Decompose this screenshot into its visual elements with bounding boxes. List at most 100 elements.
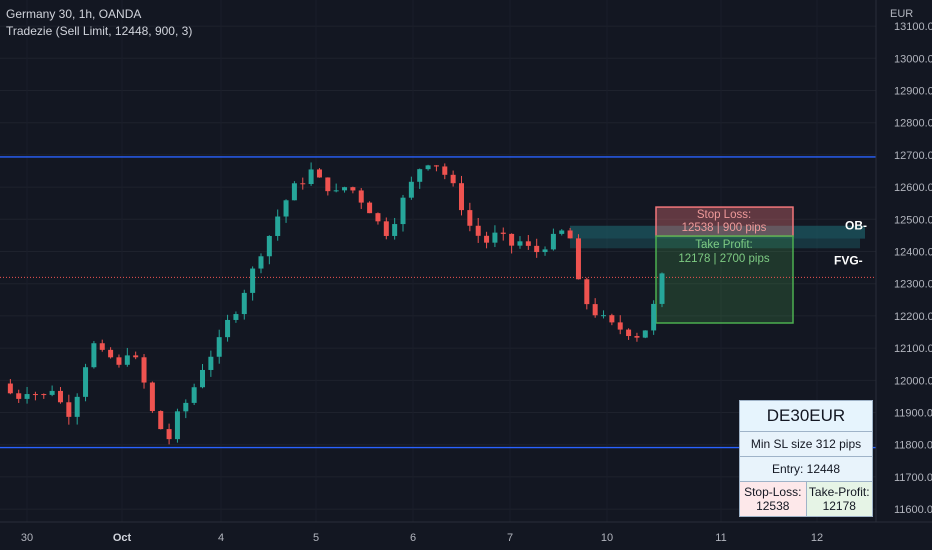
candle-body	[525, 241, 531, 246]
candle	[141, 354, 147, 389]
candle-body	[383, 221, 389, 236]
candle	[375, 212, 381, 225]
price-tick-label: 11900.0	[894, 408, 932, 420]
candle-body	[325, 177, 331, 192]
candle	[408, 176, 414, 200]
candle-body	[24, 394, 30, 399]
candle-body	[517, 241, 523, 246]
stop-loss-box	[655, 206, 794, 237]
price-tick-label: 12400.0	[894, 247, 932, 259]
candle	[57, 387, 63, 404]
fvg-zone	[570, 238, 860, 249]
candle-body	[500, 232, 506, 234]
candle-body	[542, 249, 548, 253]
candle	[24, 386, 30, 404]
price-tick-label: 12000.0	[894, 375, 932, 387]
sl-title: Stop Loss:	[697, 209, 751, 221]
candle-body	[609, 315, 615, 323]
price-axis-bg	[876, 0, 932, 550]
candle-body	[575, 238, 581, 280]
candle	[83, 363, 89, 402]
candle-body	[308, 169, 314, 185]
candle-body	[91, 343, 97, 368]
candle	[333, 183, 339, 193]
time-tick-label: 7	[507, 532, 513, 544]
candle-body	[442, 166, 448, 175]
time-tick-label: 5	[313, 532, 319, 544]
candle	[191, 383, 197, 406]
candle	[174, 408, 180, 443]
candle-body	[584, 279, 590, 305]
table-entry: Entry: 12448	[739, 456, 873, 482]
price-tick-label: 12200.0	[894, 311, 932, 323]
candle-body	[408, 181, 414, 198]
candle	[124, 347, 130, 367]
candle-body	[634, 336, 640, 338]
candle-body	[83, 367, 89, 397]
candle-body	[208, 356, 214, 370]
candle	[617, 315, 623, 335]
time-tick-label: Oct	[113, 532, 132, 544]
candle	[458, 175, 464, 216]
candle	[534, 238, 540, 258]
candle-body	[642, 330, 648, 338]
candle-body	[592, 304, 598, 316]
candle	[642, 330, 648, 339]
candle-body	[108, 349, 114, 358]
price-tick-label: 13000.0	[894, 53, 932, 65]
candle	[258, 253, 264, 274]
ob-label: OB-	[845, 219, 867, 233]
candle	[116, 354, 122, 368]
time-tick-label: 10	[601, 532, 613, 544]
chart-legend: Germany 30, 1h, OANDA Tradezie (Sell Lim…	[6, 6, 192, 40]
tp-title: Take Profit:	[695, 239, 753, 251]
candle-body	[559, 230, 565, 234]
candle	[66, 394, 72, 425]
candle	[367, 201, 373, 214]
candle	[149, 381, 155, 413]
price-tick-label: 12900.0	[894, 86, 932, 98]
candle-body	[116, 357, 122, 365]
candle	[49, 385, 55, 397]
candle-body	[400, 197, 406, 225]
indicator-title[interactable]: Tradezie (Sell Limit, 12448, 900, 3)	[6, 24, 193, 38]
price-tick-label: 12600.0	[894, 182, 932, 194]
candle	[567, 227, 573, 239]
candle	[283, 199, 289, 223]
candle	[651, 300, 657, 335]
candle	[233, 311, 239, 323]
candle-body	[433, 165, 439, 167]
candle	[266, 235, 272, 265]
candle-body	[617, 322, 623, 330]
candle-body	[74, 396, 80, 417]
fvg-label: FVG-	[834, 253, 863, 267]
candle	[659, 272, 665, 308]
candle	[342, 186, 348, 193]
candle-body	[158, 411, 164, 430]
candle	[626, 328, 632, 340]
table-min-sl: Min SL size 312 pips	[739, 431, 873, 457]
candle-body	[534, 245, 540, 253]
symbol-title[interactable]: Germany 30, 1h, OANDA	[6, 7, 142, 21]
time-axis[interactable]: 30 Oct 4 5 6 7 10 11 12	[0, 521, 932, 544]
candle-body	[225, 319, 231, 338]
candle	[392, 217, 398, 240]
candle-body	[291, 183, 297, 201]
candle-body	[659, 273, 665, 304]
candle	[433, 165, 439, 172]
candle-body	[183, 402, 189, 412]
candle-body	[316, 169, 322, 178]
candle	[592, 298, 598, 318]
candlesticks	[7, 162, 665, 445]
candle	[601, 310, 607, 319]
candle-body	[333, 190, 339, 192]
price-tick-label: 13100.0	[894, 21, 932, 33]
candle-body	[216, 337, 222, 357]
candle	[542, 246, 548, 256]
candle-body	[191, 387, 197, 403]
candle-body	[475, 225, 481, 236]
time-tick-label: 12	[811, 532, 823, 544]
candle	[158, 410, 164, 430]
